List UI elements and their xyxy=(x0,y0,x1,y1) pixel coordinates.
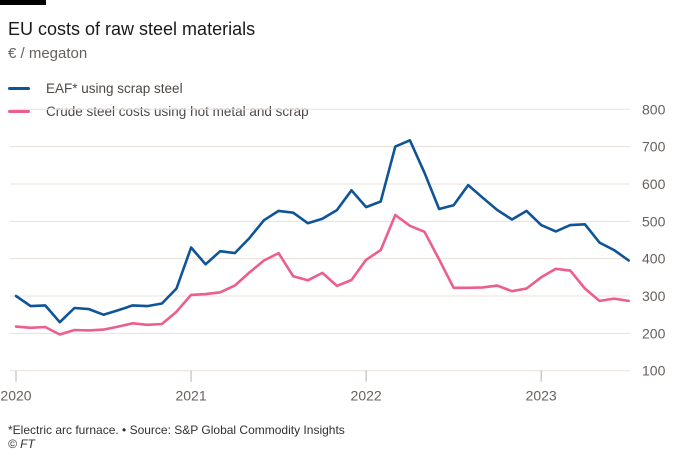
y-tick-label-800: 800 xyxy=(642,101,666,117)
legend-label-crude: Crude steel costs using hot metal and sc… xyxy=(46,104,309,119)
x-tick-label-2022: 2022 xyxy=(351,388,382,404)
legend-item-eaf: EAF* using scrap steel xyxy=(8,81,183,96)
ft-top-bar xyxy=(0,0,46,5)
x-tick-label-2021: 2021 xyxy=(175,388,206,404)
y-tick-label-200: 200 xyxy=(642,325,666,341)
y-tick-label-500: 500 xyxy=(642,213,666,229)
y-tick-label-600: 600 xyxy=(642,176,666,192)
x-tick-label-2020: 2020 xyxy=(0,388,31,404)
legend-item-crude: Crude steel costs using hot metal and sc… xyxy=(8,104,309,119)
footnote: *Electric arc furnace. • Source: S&P Glo… xyxy=(8,423,345,437)
chart-title: EU costs of raw steel materials xyxy=(8,19,256,39)
credit: © FT xyxy=(8,437,35,451)
series-line-1 xyxy=(14,213,631,336)
legend-swatch-eaf xyxy=(8,87,30,90)
y-tick-label-700: 700 xyxy=(642,139,666,155)
y-tick-label-300: 300 xyxy=(642,288,666,304)
series-line-0 xyxy=(14,139,631,324)
legend-swatch-crude xyxy=(8,110,30,113)
chart-subtitle: € / megaton xyxy=(8,45,88,62)
x-tick-label-2023: 2023 xyxy=(526,388,557,404)
legend-label-eaf: EAF* using scrap steel xyxy=(46,81,183,96)
y-tick-label-400: 400 xyxy=(642,251,666,267)
y-tick-label-100: 100 xyxy=(642,363,666,379)
